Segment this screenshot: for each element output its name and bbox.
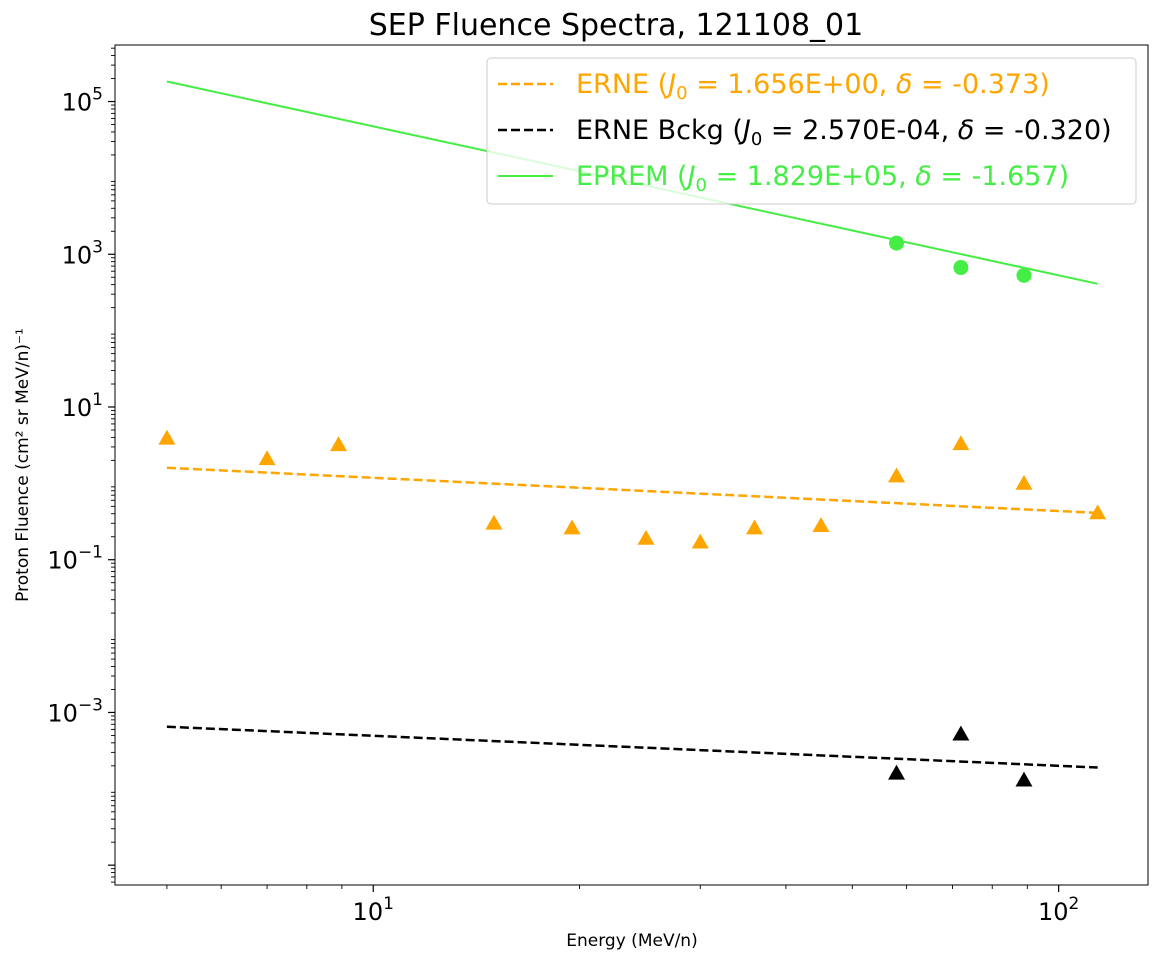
y-tick-label-3: 103 [62,237,103,269]
data-point-0-0 [158,429,176,445]
data-point-0-6 [691,533,709,549]
y-tick-label-4: 105 [62,85,103,117]
data-point-1-1 [952,725,970,741]
y-tick-label-1: 10−1 [47,543,103,575]
data-point-2-2 [1016,267,1032,283]
x-axis: 101 102 [166,885,1079,926]
y-axis: 10−3 10−1 101 103 105 [47,47,115,883]
data-point-0-5 [637,529,655,545]
x-axis-label: Energy (MeV/n) [566,931,697,951]
data-point-2-1 [953,260,969,276]
data-markers [158,235,1107,787]
data-point-0-7 [746,519,764,535]
data-point-0-11 [1015,474,1033,490]
legend-label-2: EPREM (J0 = 1.829E+05, δ = -1.657) [576,161,1069,196]
data-point-0-4 [563,519,581,535]
y-tick-label-0: 10−3 [47,695,103,727]
data-point-0-3 [485,514,503,530]
data-point-0-10 [952,435,970,451]
fit-line-0 [166,466,1098,515]
x-tick-label-0: 101 [353,894,394,926]
legend-box [486,57,1137,205]
chart-title: SEP Fluence Spectra, 121108_01 [369,8,863,43]
x-tick-label-1: 102 [1038,894,1079,926]
data-point-0-2 [330,436,348,452]
y-tick-label-2: 101 [62,390,103,422]
legend-label-0: ERNE (J0 = 1.656E+00, δ = -0.373) [576,69,1050,104]
legend: ERNE (J0 = 1.656E+00, δ = -0.373) ERNE Bc… [486,57,1137,205]
legend-label-1: ERNE Bckg (J0 = 2.570E-04, δ = -0.320) [576,115,1112,150]
data-point-0-8 [812,517,830,532]
data-point-1-2 [1015,771,1033,787]
y-axis-label: Proton Fluence (cm² sr MeV/n)⁻¹ [13,328,33,602]
plot-frame [114,44,1149,886]
data-point-0-1 [258,450,276,466]
data-point-0-12 [1089,504,1107,520]
data-point-0-9 [888,467,906,483]
data-point-2-0 [889,235,905,251]
data-point-1-0 [888,764,906,780]
